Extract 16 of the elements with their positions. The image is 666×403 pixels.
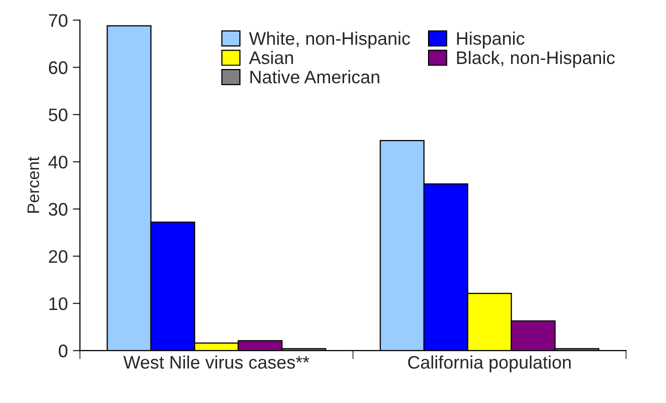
legend-label: White, non-Hispanic: [249, 32, 410, 48]
x-tick-label: California population: [408, 355, 571, 372]
legend-label: Asian: [248, 50, 293, 64]
legend-label: Hispanic: [457, 32, 524, 48]
y-tick-label: 40: [48, 156, 68, 168]
legend-label: Native American: [250, 70, 380, 84]
y-tick-label: 0: [58, 344, 68, 358]
y-tick-label: 60: [48, 61, 68, 74]
y-tick-label: 30: [48, 202, 68, 216]
y-tick-label: 20: [48, 250, 68, 263]
y-tick-label: 70: [48, 14, 68, 27]
y-tick-label: 50: [48, 108, 68, 122]
x-tick-label: West Nile virus cases**: [123, 355, 310, 369]
y-tick-label: 10: [49, 297, 68, 310]
legend-label: Black, non-Hispanic: [457, 50, 615, 68]
y-axis-title: Percent: [28, 156, 40, 213]
